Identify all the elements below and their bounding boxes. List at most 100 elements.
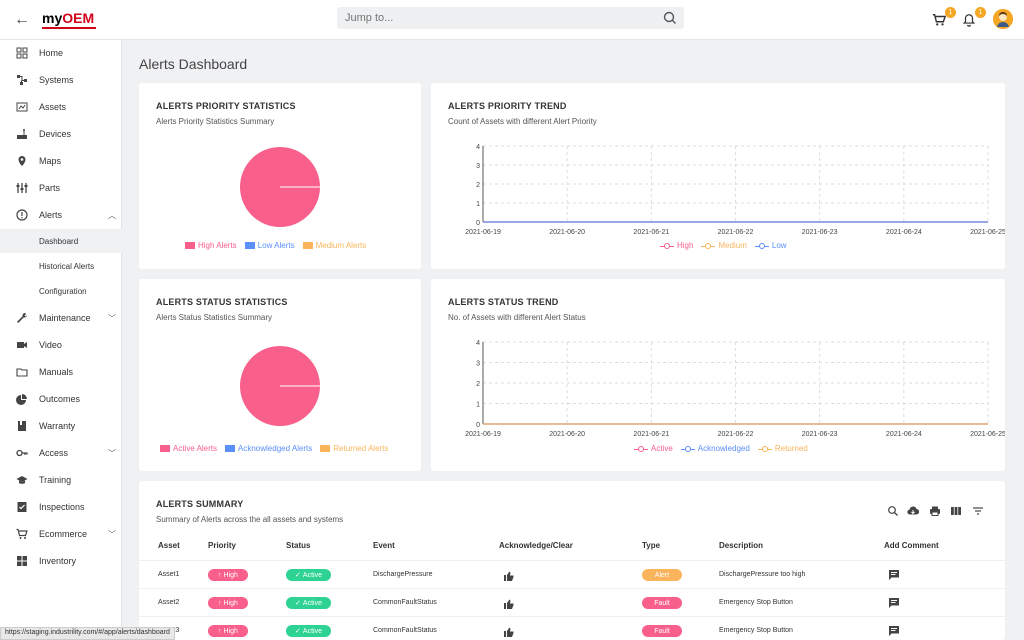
cart-icon bbox=[16, 528, 28, 539]
priority-trend-chart: 0 1 2 3 4 2021-06-19 2021-06-20 2021-06-21 2021-… bbox=[465, 144, 1005, 236]
sidebar-item-devices[interactable]: Devices bbox=[0, 121, 122, 147]
x-tick-label: 2021-06-22 bbox=[718, 229, 754, 236]
sidebar-subitem-historical-alerts[interactable]: Historical Alerts bbox=[0, 254, 122, 278]
sidebar-item-home[interactable]: Home bbox=[0, 40, 122, 66]
pie-icon bbox=[16, 394, 27, 405]
app-logo[interactable]: myOEM bbox=[42, 10, 94, 26]
x-tick-label: 2021-06-23 bbox=[802, 229, 838, 236]
card-title: ALERTS STATUS STATISTICS bbox=[156, 297, 288, 307]
column-header-add-comment[interactable]: Add Comment bbox=[884, 541, 939, 550]
chevron-down-icon[interactable]: ﹀ bbox=[108, 313, 116, 323]
y-tick-label: 2 bbox=[476, 182, 480, 189]
graduation-icon bbox=[16, 476, 28, 484]
column-header-asset[interactable]: Asset bbox=[158, 541, 180, 550]
x-tick-label: 2021-06-20 bbox=[549, 229, 585, 236]
back-arrow-icon[interactable]: ← bbox=[14, 11, 30, 28]
thumbs-up-icon[interactable] bbox=[503, 625, 515, 640]
legend-item-high[interactable]: High bbox=[660, 241, 693, 250]
column-header-event[interactable]: Event bbox=[373, 541, 395, 550]
search-input[interactable] bbox=[345, 11, 645, 25]
table-row[interactable]: Asset1 ↑ High ✓ Active DischargePressure Alert… bbox=[139, 560, 1005, 588]
y-tick-label: 3 bbox=[476, 361, 480, 368]
column-header-status[interactable]: Status bbox=[286, 541, 311, 550]
chevron-down-icon[interactable]: ﹀ bbox=[108, 529, 116, 539]
sidebar-item-alerts[interactable]: Alerts ︿ bbox=[0, 202, 122, 228]
sidebar-item-inspections[interactable]: Inspections bbox=[0, 494, 122, 520]
legend-item-low-alerts[interactable]: Low Alerts bbox=[244, 241, 295, 250]
filter-list-icon[interactable] bbox=[972, 505, 984, 517]
priority-pie-chart bbox=[240, 147, 320, 227]
sidebar: Home Systems Assets Devices Maps Parts A… bbox=[0, 40, 122, 640]
thumbs-up-icon[interactable] bbox=[503, 597, 515, 615]
legend-item-returned[interactable]: Returned bbox=[757, 444, 808, 453]
cart-badge: 1 bbox=[945, 7, 956, 18]
comment-icon[interactable] bbox=[888, 568, 900, 586]
y-tick-label: 3 bbox=[476, 163, 480, 170]
y-tick-label: 0 bbox=[476, 422, 480, 429]
thumbs-up-icon[interactable] bbox=[503, 569, 515, 587]
legend-item-low[interactable]: Low bbox=[754, 241, 787, 250]
legend-item-high-alerts[interactable]: High Alerts bbox=[185, 241, 237, 250]
sidebar-item-manuals[interactable]: Manuals bbox=[0, 359, 122, 385]
search-icon[interactable] bbox=[662, 10, 678, 26]
book-icon bbox=[18, 421, 26, 431]
priority-badge: ↑ High bbox=[208, 597, 248, 609]
user-avatar[interactable] bbox=[993, 9, 1013, 29]
search-bar[interactable] bbox=[337, 7, 684, 29]
legend-item-acknowledged-alerts[interactable]: Acknowledged Alerts bbox=[225, 444, 312, 453]
legend-item-returned-alerts[interactable]: Returned Alerts bbox=[320, 444, 388, 453]
user-avatar-icon bbox=[993, 9, 1013, 29]
column-header-description[interactable]: Description bbox=[719, 541, 764, 550]
cart-button[interactable]: 1 bbox=[930, 7, 956, 30]
sidebar-item-assets[interactable]: Assets bbox=[0, 94, 122, 120]
legend-label: Low bbox=[771, 241, 787, 250]
sidebar-item-inventory[interactable]: Inventory bbox=[0, 548, 122, 574]
sidebar-item-systems[interactable]: Systems bbox=[0, 67, 122, 93]
view-columns-icon[interactable] bbox=[950, 505, 962, 517]
legend-item-acknowledged[interactable]: Acknowledged bbox=[680, 444, 750, 453]
print-icon[interactable] bbox=[929, 505, 941, 517]
notification-button[interactable]: 1 bbox=[960, 7, 986, 30]
column-header-type[interactable]: Type bbox=[642, 541, 661, 550]
legend-item-medium-alerts[interactable]: Medium Alerts bbox=[302, 241, 366, 250]
card-subtitle: No. of Assets with different Alert Statu… bbox=[448, 313, 586, 322]
legend-label: High bbox=[677, 241, 694, 250]
sidebar-item-training[interactable]: Training bbox=[0, 467, 122, 493]
legend-item-medium[interactable]: Medium bbox=[701, 241, 747, 250]
sidebar-subitem-configuration[interactable]: Configuration bbox=[0, 279, 122, 303]
cloud-download-icon[interactable] bbox=[907, 505, 919, 517]
column-header-priority[interactable]: Priority bbox=[208, 541, 237, 550]
legend-label: Active bbox=[651, 444, 673, 453]
table-search-icon[interactable] bbox=[887, 505, 899, 517]
comment-icon[interactable] bbox=[888, 624, 900, 640]
card-subtitle: Summary of Alerts across the all assets … bbox=[156, 515, 344, 524]
table-row[interactable]: Asset2 ↑ High ✓ Active CommonFaultStatus Fault… bbox=[139, 588, 1005, 616]
legend-item-active-alerts[interactable]: Active Alerts bbox=[160, 444, 217, 453]
comment-icon[interactable] bbox=[888, 596, 900, 614]
x-tick-label: 2021-06-24 bbox=[886, 229, 922, 236]
legend-label: Acknowledged bbox=[697, 444, 750, 453]
dashboard-icon bbox=[16, 47, 28, 59]
sidebar-subitem-label: Historical Alerts bbox=[39, 261, 95, 271]
chevron-up-icon[interactable]: ︿ bbox=[108, 210, 116, 220]
sidebar-item-ecommerce[interactable]: Ecommerce ﹀ bbox=[0, 521, 122, 547]
column-header-acknowledge-clear[interactable]: Acknowledge/Clear bbox=[499, 541, 573, 550]
sidebar-item-warranty[interactable]: Warranty bbox=[0, 413, 122, 439]
sidebar-item-outcomes[interactable]: Outcomes bbox=[0, 386, 122, 412]
sidebar-item-parts[interactable]: Parts bbox=[0, 175, 122, 201]
type-label: Fault bbox=[654, 627, 670, 635]
sidebar-item-maps[interactable]: Maps bbox=[0, 148, 122, 174]
chevron-down-icon[interactable]: ﹀ bbox=[108, 448, 116, 458]
sidebar-item-access[interactable]: Access ﹀ bbox=[0, 440, 122, 466]
sidebar-item-video[interactable]: Video bbox=[0, 332, 122, 358]
card-subtitle: Count of Assets with different Alert Pri… bbox=[448, 117, 597, 126]
x-tick-label: 2021-06-24 bbox=[886, 431, 922, 438]
type-label: Alert bbox=[654, 571, 670, 579]
cell-asset: Asset1 bbox=[158, 571, 180, 578]
legend-label: Returned bbox=[774, 444, 808, 453]
page-title: Alerts Dashboard bbox=[139, 56, 248, 72]
sidebar-item-maintenance[interactable]: Maintenance ﹀ bbox=[0, 305, 122, 331]
sidebar-subitem-dashboard[interactable]: Dashboard bbox=[0, 229, 122, 253]
legend-item-active[interactable]: Active bbox=[634, 444, 673, 453]
table-row[interactable]: Asset3↑High✓ActiveCommonFaultStatusFault… bbox=[139, 616, 1005, 640]
